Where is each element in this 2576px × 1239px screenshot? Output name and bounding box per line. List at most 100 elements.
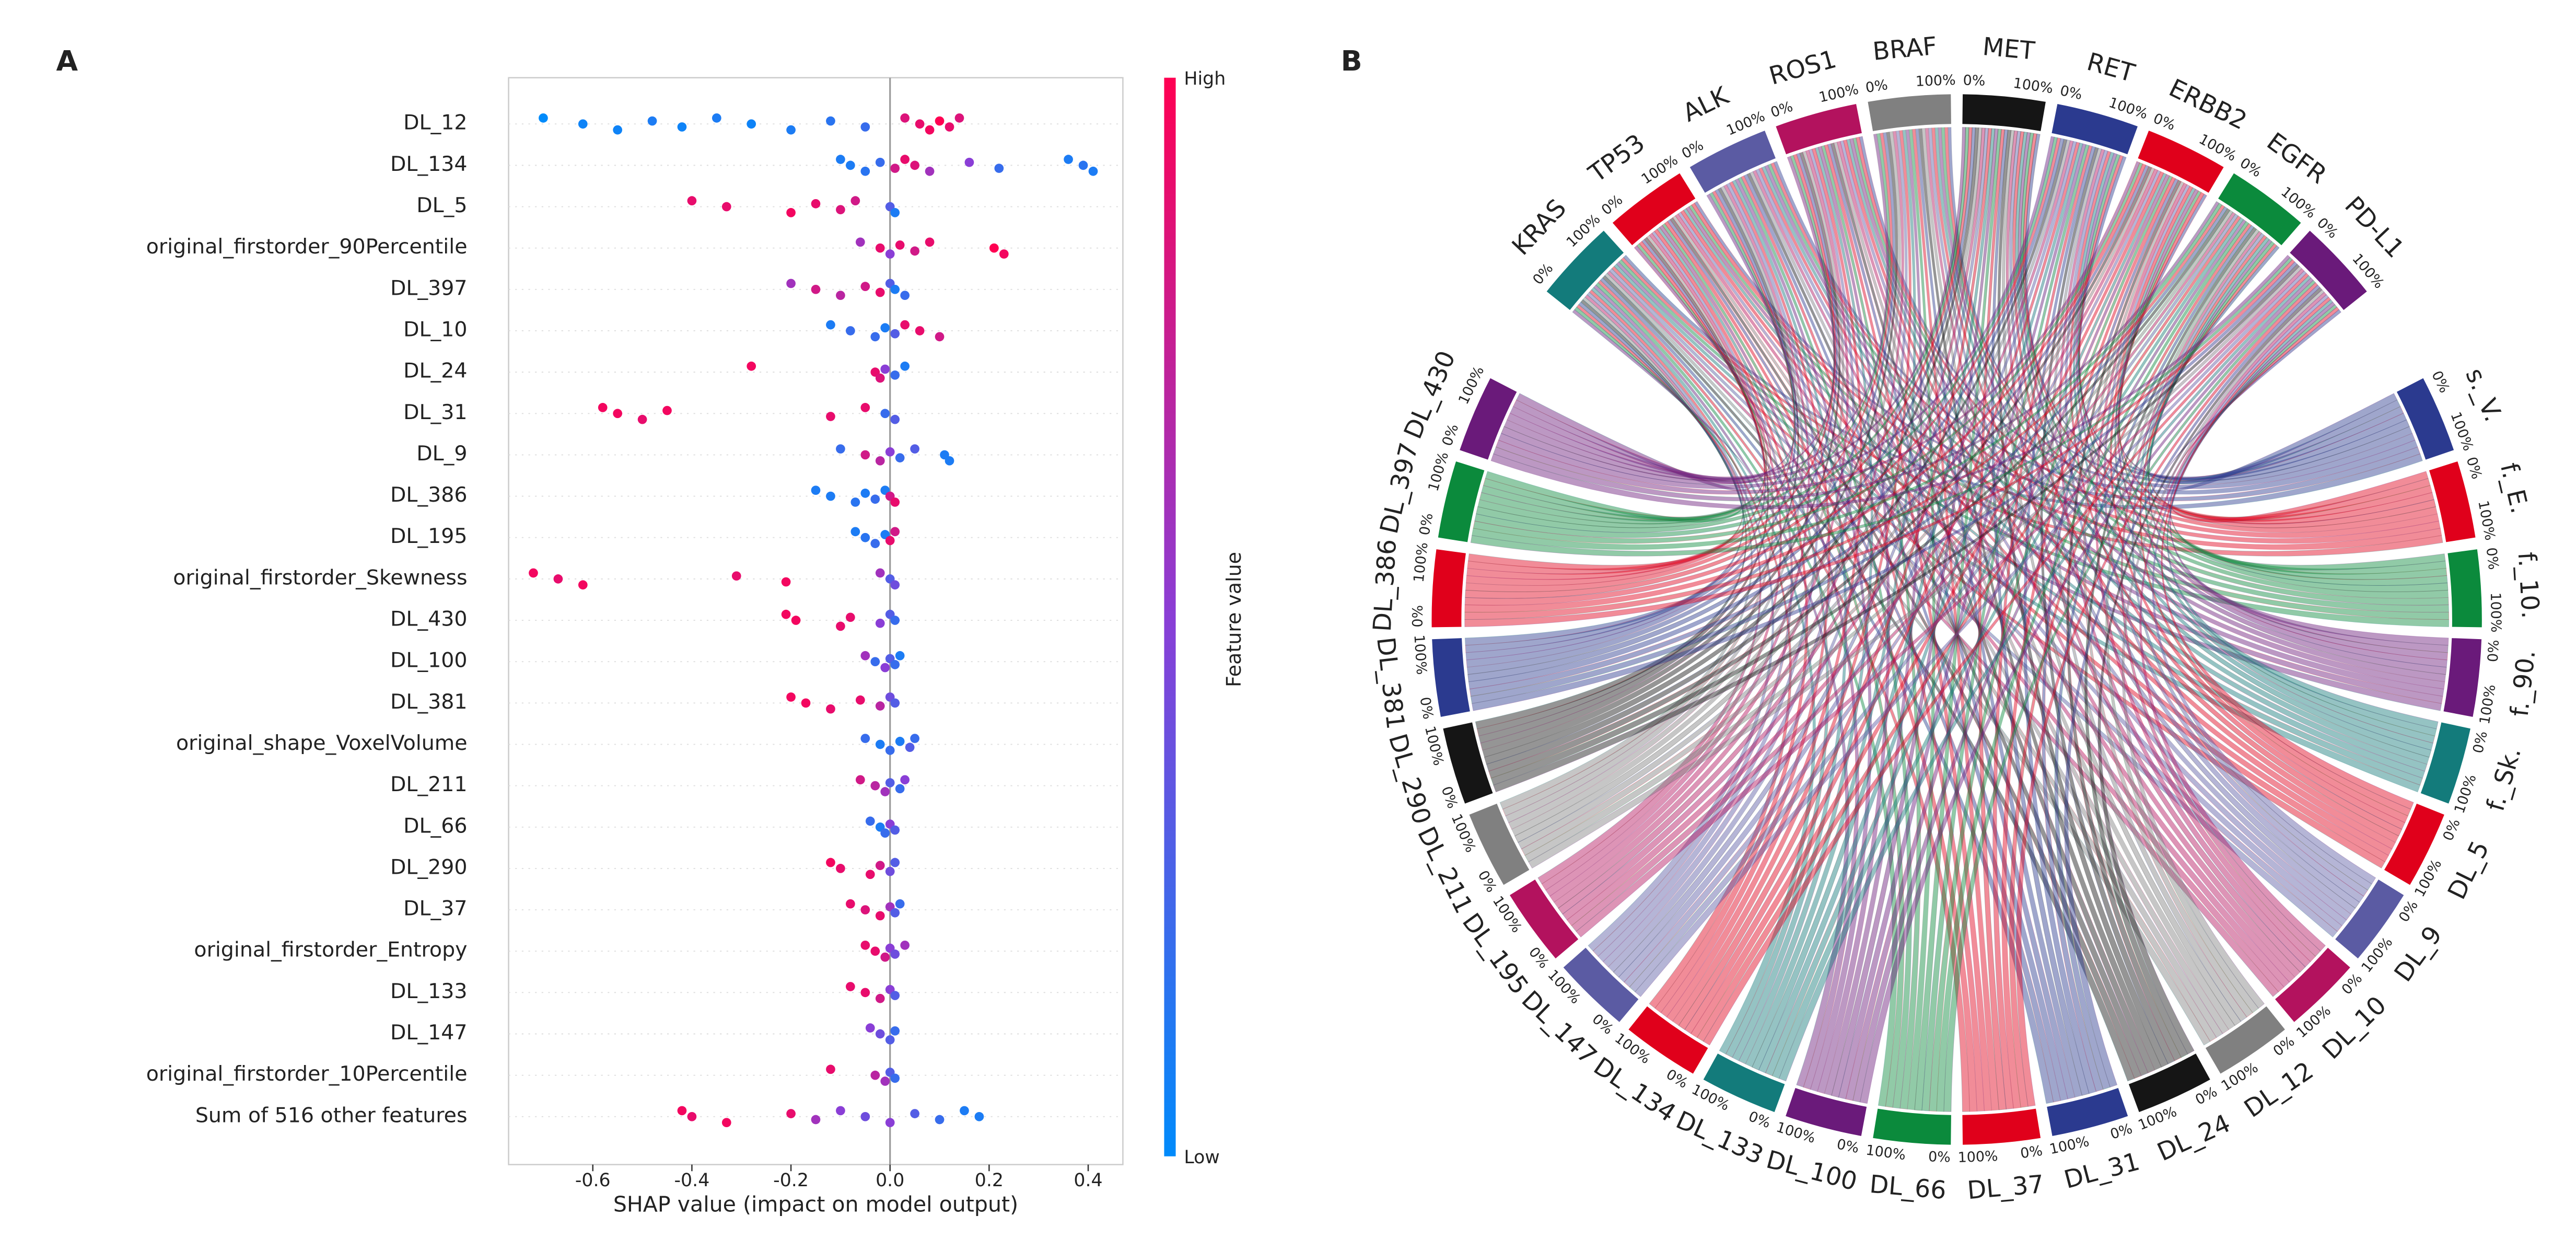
chord: [2118, 192, 2433, 522]
chord: [2009, 223, 2252, 1108]
point: [895, 240, 905, 250]
plot-frame: [508, 77, 1124, 1165]
chord: [1914, 129, 2002, 1111]
point: [786, 208, 796, 217]
segment-arc: [1962, 1108, 2041, 1145]
point: [860, 282, 870, 291]
chord: [2020, 132, 2449, 592]
point: [935, 1115, 945, 1125]
point: [870, 781, 880, 791]
chord: [1486, 138, 2068, 772]
chord: [1830, 142, 2155, 1073]
segment-label: KRAS: [1507, 194, 1572, 261]
chord: [2114, 187, 2435, 744]
chord: [1667, 219, 2061, 1103]
point: [880, 828, 890, 838]
chord: [2054, 225, 2255, 1090]
chord: [1464, 163, 2147, 613]
point: [637, 414, 647, 424]
segment-tick-label: 0%: [1864, 77, 1889, 96]
segment-arc: [2128, 1053, 2210, 1113]
point: [850, 196, 860, 205]
segment-arc: [2420, 722, 2470, 804]
point: [885, 447, 895, 457]
point: [613, 125, 623, 135]
segment-tick-label: 0%: [2463, 455, 2485, 481]
segment-tick-label: 100%: [1817, 82, 1860, 106]
chord: [1666, 147, 1863, 1022]
chord: [1943, 280, 2316, 1112]
chord: [1613, 263, 2421, 793]
point: [860, 651, 870, 661]
chord: [1587, 292, 1775, 952]
segment-tick-label: 0%: [1416, 512, 1436, 536]
chord: [1607, 130, 1908, 972]
point: [875, 157, 885, 167]
chord: [1675, 213, 2284, 992]
point: [529, 568, 538, 578]
chord: [1511, 131, 1901, 837]
chord: [1852, 219, 2247, 1103]
chord: [1470, 257, 2293, 557]
chord: [2170, 304, 2446, 571]
point: [860, 532, 870, 542]
segment-arc: [2290, 230, 2367, 310]
chord: [1480, 152, 1841, 751]
ribbons: [1464, 127, 2450, 1112]
chord: [1602, 148, 1855, 968]
chord: [1764, 165, 2444, 697]
point: [880, 1076, 890, 1086]
point: [885, 249, 895, 259]
chord: [1505, 186, 1804, 823]
feature-label: DL_147: [390, 1021, 468, 1045]
chord: [2072, 152, 2434, 751]
chord: [1600, 277, 2054, 1104]
point: [890, 660, 900, 669]
point: [905, 743, 915, 752]
chord: [2069, 150, 2406, 830]
chord: [1508, 150, 1845, 830]
panel-letter: A: [56, 44, 78, 77]
point: [860, 1111, 870, 1121]
chord: [1664, 221, 1977, 1112]
point: [875, 618, 885, 628]
point: [836, 444, 845, 454]
chord: [1997, 130, 2169, 1068]
chord: [1473, 162, 2143, 544]
chord: [1501, 127, 1966, 485]
chord: [1537, 294, 1762, 885]
chord: [2012, 131, 2403, 837]
point: [1078, 160, 1088, 170]
chord: [1680, 210, 2389, 862]
chord: [1836, 141, 2295, 983]
point: [890, 698, 900, 708]
chord: [1827, 143, 2076, 1099]
feature-label: DL_133: [390, 979, 468, 1003]
point: [811, 284, 821, 294]
point: [910, 160, 919, 170]
chord: [1482, 131, 1898, 758]
chord: [2152, 294, 2376, 885]
point: [781, 577, 791, 587]
segment-tick-label: 0%: [2193, 1084, 2220, 1108]
point: [836, 621, 845, 631]
chord: [2059, 148, 2311, 968]
chord: [1493, 201, 2220, 502]
point: [890, 1073, 900, 1083]
segment-label: f._10.: [2512, 551, 2545, 619]
point: [811, 1115, 821, 1125]
segment-label: DL_386: [1368, 538, 1402, 632]
point: [860, 988, 870, 998]
point: [885, 536, 895, 546]
point: [870, 332, 880, 342]
point: [945, 122, 954, 132]
chord: [1524, 210, 2233, 862]
point: [836, 155, 845, 164]
chord: [1685, 206, 2443, 704]
chord: [1465, 189, 1797, 661]
chord: [1606, 270, 2279, 997]
segment-arc: [2443, 638, 2482, 717]
point: [786, 125, 796, 135]
chord: [2077, 154, 2448, 586]
segment-tick-label: 100%: [1865, 1142, 1907, 1164]
